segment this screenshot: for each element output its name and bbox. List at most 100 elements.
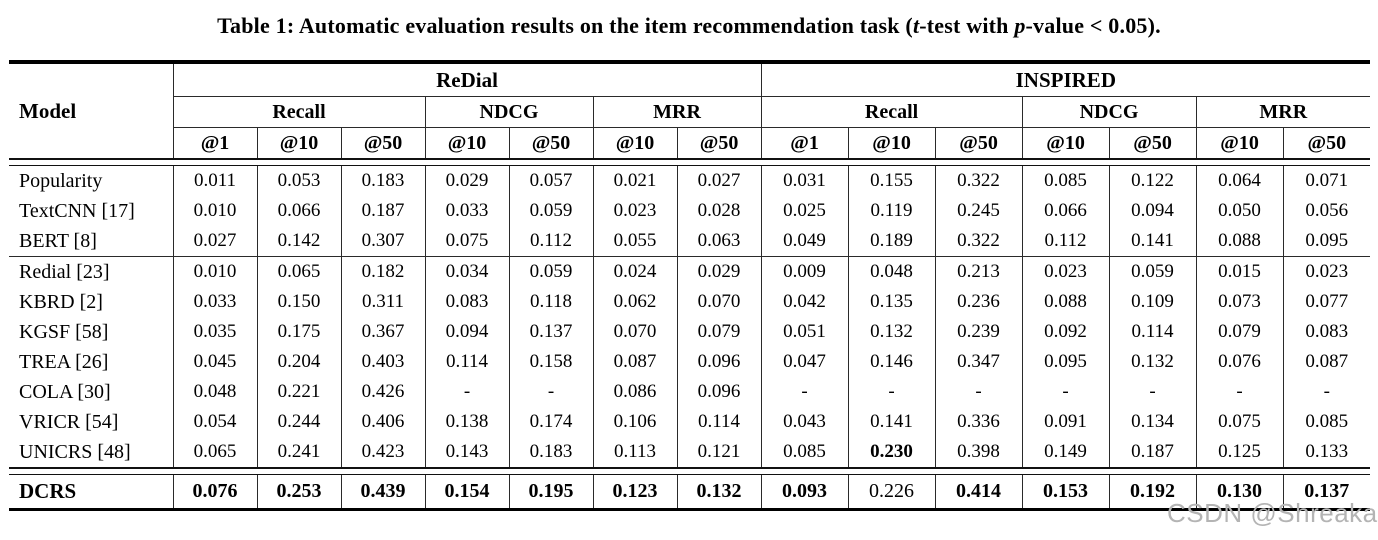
table-row: VRICR [54] 0.054 0.244 0.406 0.138 0.174 0.106… [9, 407, 1371, 437]
value-cell: 0.153 [1021, 474, 1110, 510]
value-cell: 0.150 [256, 287, 341, 317]
caption-text-2: -test with [919, 13, 1015, 38]
value-cell: 0.244 [256, 407, 341, 437]
value-cell: 0.137 [508, 317, 593, 347]
value-cell: 0.010 [172, 256, 257, 287]
value-cell: 0.063 [676, 226, 762, 257]
value-cell: 0.021 [592, 165, 677, 196]
value-cell: 0.096 [676, 377, 762, 407]
value-cell: 0.048 [847, 256, 936, 287]
value-cell: 0.142 [256, 226, 341, 257]
value-cell: 0.029 [676, 256, 762, 287]
cutoff-header: @10 [592, 127, 677, 159]
model-name-cell: Popularity [19, 169, 103, 192]
cutoff-header: @50 [508, 127, 593, 159]
value-cell: 0.403 [340, 347, 425, 377]
value-cell: 0.050 [1195, 196, 1284, 226]
value-cell: - [1195, 377, 1284, 407]
table-row: KGSF [58] 0.035 0.175 0.367 0.094 0.137 0.070 0… [9, 317, 1371, 347]
value-cell: 0.141 [1108, 226, 1197, 257]
value-cell: 0.221 [256, 377, 341, 407]
metric-header-recall: Recall [760, 96, 1023, 128]
value-cell: 0.121 [676, 437, 762, 468]
model-name-cell: UNICRS [48] [19, 440, 131, 463]
value-cell: 0.087 [592, 347, 677, 377]
value-cell: 0.135 [847, 287, 936, 317]
value-cell: 0.130 [1195, 474, 1284, 510]
value-cell: 0.183 [340, 165, 425, 196]
value-cell: 0.189 [847, 226, 936, 257]
value-cell: 0.054 [172, 407, 257, 437]
model-name-cell: TextCNN [17] [19, 199, 135, 222]
value-cell: 0.070 [592, 317, 677, 347]
value-cell: 0.149 [1021, 437, 1110, 468]
caption-text-3: -value < 0.05). [1025, 13, 1161, 38]
value-cell: 0.187 [340, 196, 425, 226]
value-cell: 0.035 [172, 317, 257, 347]
value-cell: 0.053 [256, 165, 341, 196]
value-cell: 0.253 [256, 474, 341, 510]
value-cell: 0.034 [424, 256, 509, 287]
value-cell: 0.051 [760, 317, 849, 347]
value-cell: 0.118 [508, 287, 593, 317]
caption-text: Table 1: Automatic evaluation results on… [217, 13, 913, 38]
dataset-header-inspired: INSPIRED [760, 62, 1371, 97]
metric-header-recall: Recall [172, 96, 425, 128]
model-name-cell: TREA [26] [19, 350, 109, 373]
value-cell: - [424, 377, 509, 407]
metric-header-ndcg: NDCG [1021, 96, 1197, 128]
table-row: UNICRS [48] 0.065 0.241 0.423 0.143 0.183 0.11… [9, 437, 1371, 468]
value-cell: 0.028 [676, 196, 762, 226]
value-cell: 0.106 [592, 407, 677, 437]
table-row: BERT [8] 0.027 0.142 0.307 0.075 0.112 0.055 0.… [9, 226, 1371, 257]
header-row-cutoffs: @1 @10 @50 @10 @50 @10 @50 @1 @10 @50 @1… [9, 127, 1371, 159]
value-cell: 0.226 [847, 474, 936, 510]
model-column-header: Model [19, 98, 77, 123]
value-cell: 0.023 [1282, 256, 1371, 287]
value-cell: 0.311 [340, 287, 425, 317]
value-cell: 0.009 [760, 256, 849, 287]
value-cell: 0.245 [934, 196, 1023, 226]
table-caption: Table 1: Automatic evaluation results on… [0, 13, 1378, 39]
value-cell: 0.137 [1282, 474, 1371, 510]
value-cell: 0.322 [934, 226, 1023, 257]
header-row-datasets: Model ReDial INSPIRED [9, 62, 1371, 123]
value-cell: 0.112 [1021, 226, 1110, 257]
value-cell: 0.141 [847, 407, 936, 437]
value-cell: 0.192 [1108, 474, 1197, 510]
metric-header-ndcg: NDCG [424, 96, 593, 128]
value-cell: 0.307 [340, 226, 425, 257]
cutoff-header: @50 [676, 127, 762, 159]
value-cell: 0.059 [508, 196, 593, 226]
value-cell: 0.439 [340, 474, 425, 510]
value-cell: 0.085 [1282, 407, 1371, 437]
model-name-cell: KGSF [58] [19, 320, 109, 343]
cutoff-header: @10 [256, 127, 341, 159]
value-cell: 0.079 [676, 317, 762, 347]
value-cell: - [508, 377, 593, 407]
value-cell: 0.025 [760, 196, 849, 226]
value-cell: 0.113 [592, 437, 677, 468]
model-name-cell: COLA [30] [19, 380, 111, 403]
value-cell: 0.095 [1021, 347, 1110, 377]
value-cell: 0.132 [676, 474, 762, 510]
value-cell: 0.158 [508, 347, 593, 377]
cutoff-header: @50 [340, 127, 425, 159]
value-cell: - [1021, 377, 1110, 407]
model-name-cell: BERT [8] [19, 229, 97, 252]
cutoff-header: @50 [1282, 127, 1371, 159]
cutoff-header: @1 [172, 127, 257, 159]
watermark: CSDN @Shreakan [1167, 498, 1378, 528]
table-row-dcrs: DCRS 0.076 0.253 0.439 0.154 0.195 0.123 0.132 0… [9, 474, 1371, 510]
value-cell: 0.027 [172, 226, 257, 257]
value-cell: 0.114 [676, 407, 762, 437]
value-cell: 0.230 [847, 437, 936, 468]
value-cell: 0.095 [1282, 226, 1371, 257]
cutoff-header: @10 [424, 127, 509, 159]
table-row: KBRD [2] 0.033 0.150 0.311 0.083 0.118 0.062 0.… [9, 287, 1371, 317]
value-cell: 0.043 [760, 407, 849, 437]
value-cell: 0.239 [934, 317, 1023, 347]
table-row: COLA [30] 0.048 0.221 0.426- -0.086 0.096- - - -… [9, 377, 1371, 407]
value-cell: 0.138 [424, 407, 509, 437]
